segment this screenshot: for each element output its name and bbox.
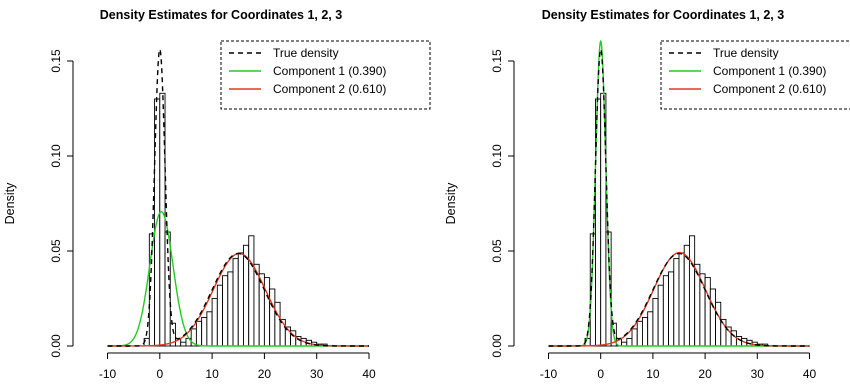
histogram-bar: [626, 337, 633, 347]
legend-label: True density: [273, 46, 339, 60]
y-axis-label: Density: [3, 182, 17, 224]
histogram-bar: [180, 341, 187, 347]
x-tick-label: -10: [99, 367, 117, 381]
histogram-bar: [678, 252, 685, 347]
legend-component-2: Component 2 (0.610): [669, 82, 826, 96]
x-tick-label: 0: [156, 367, 163, 381]
legend: True density Component 1 (0.390) Component…: [220, 40, 431, 110]
x-axis: -10 0 10 20 30 40: [99, 352, 376, 381]
x-tick-label: 30: [751, 367, 765, 381]
x-axis: -10 0 10 20 30 40: [540, 352, 817, 381]
histogram-bar: [662, 275, 670, 347]
histogram-bar: [657, 284, 664, 347]
y-tick-label: 0.10: [49, 144, 63, 168]
histogram-bar: [647, 311, 654, 347]
legend-label: Component 2 (0.610): [713, 82, 826, 96]
panel-1: Density Estimates for Coordinates 1, 2, …: [3, 8, 431, 381]
histogram: [584, 92, 769, 347]
legend-label: Component 2 (0.610): [273, 82, 386, 96]
legend-label: Component 1 (0.390): [273, 64, 386, 78]
y-tick-label: 0.10: [490, 144, 504, 168]
y-tick-label: 0.15: [49, 49, 63, 73]
legend-label: True density: [713, 46, 779, 60]
histogram-bar: [730, 330, 737, 347]
histogram-bar: [227, 271, 234, 347]
true-density-curve: [107, 47, 369, 347]
x-tick-label: 0: [597, 367, 604, 381]
panel-2: Density Estimates for Coordinates 1, 2, …: [444, 8, 850, 381]
histogram-bar: [668, 271, 675, 347]
y-tick-label: 0.05: [490, 239, 504, 263]
histogram-bar: [211, 298, 218, 347]
histogram-bar: [206, 311, 213, 347]
legend-box: [220, 40, 431, 110]
histogram: [143, 92, 328, 347]
histogram-bar: [237, 252, 244, 347]
legend-component-2: Component 2 (0.610): [229, 82, 386, 96]
histogram-bar: [642, 317, 649, 347]
histogram-bar: [274, 301, 281, 347]
y-axis: 0.00 0.05 0.10 0.15: [49, 49, 74, 358]
y-tick-label: 0.00: [49, 334, 63, 358]
x-tick-label: -10: [540, 367, 558, 381]
histogram-bar: [715, 301, 722, 347]
histogram-bar: [673, 258, 680, 347]
histogram-bar: [232, 258, 239, 347]
histogram-bar: [222, 275, 229, 347]
chart-title: Density Estimates for Coordinates 1, 2, …: [100, 8, 342, 22]
x-tick-label: 40: [362, 367, 376, 381]
histogram-bar: [216, 284, 224, 347]
y-axis: 0.00 0.05 0.10 0.15: [490, 49, 515, 358]
y-tick-label: 0.00: [490, 334, 504, 358]
legend: True density Component 1 (0.390) Component…: [660, 40, 850, 110]
chart-title: Density Estimates for Coordinates 1, 2, …: [542, 8, 784, 22]
x-tick-label: 10: [205, 367, 219, 381]
histogram-bar: [243, 244, 250, 347]
histogram-bar: [195, 320, 203, 347]
histogram-bar: [709, 288, 716, 347]
legend-component-1: Component 1 (0.390): [229, 64, 386, 78]
histogram-bar: [704, 277, 711, 347]
x-tick-label: 30: [310, 367, 324, 381]
histogram-bar: [269, 288, 276, 347]
histogram-bar: [636, 320, 643, 347]
histogram-bar: [169, 322, 176, 347]
legend-label: Component 1 (0.390): [713, 64, 826, 78]
legend-true-density: True density: [229, 46, 339, 60]
histogram-bar: [683, 244, 690, 347]
histogram-bar: [688, 235, 696, 347]
y-tick-label: 0.15: [490, 49, 504, 73]
legend-box: [660, 40, 850, 110]
histogram-bar: [652, 298, 659, 347]
histogram-bar: [631, 328, 638, 347]
legend-true-density: True density: [669, 46, 779, 60]
x-tick-label: 20: [258, 367, 272, 381]
y-axis-label: Density: [444, 182, 458, 224]
histogram-bar: [201, 317, 208, 347]
x-tick-label: 10: [646, 367, 660, 381]
x-tick-label: 40: [803, 367, 817, 381]
y-tick-label: 0.05: [49, 239, 63, 263]
legend-component-1: Component 1 (0.390): [669, 64, 826, 78]
histogram-bar: [248, 235, 255, 347]
x-tick-label: 20: [698, 367, 712, 381]
true-density-curve: [548, 47, 810, 347]
